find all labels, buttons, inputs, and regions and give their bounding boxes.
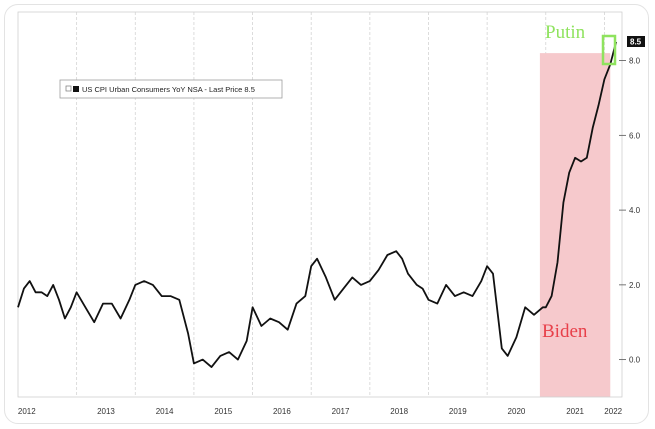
putin-highlight-box xyxy=(601,34,617,66)
plot-area-border xyxy=(17,11,623,398)
x-axis-ticks: 2012 2013 2014 2015 2016 2017 2018 2019 2020 2021… xyxy=(18,407,623,416)
last-price-marker: 8.5 xyxy=(627,36,645,47)
legend-box: US CPI Urban Consumers YoY NSA - Last Pr… xyxy=(59,79,283,99)
legend-swatch xyxy=(73,86,79,92)
x-tick-label: 2020 xyxy=(508,407,526,416)
last-price-value: 8.5 xyxy=(630,38,642,47)
y-tick-label: 8.0 xyxy=(629,57,641,66)
y-tick-label: 2.0 xyxy=(629,281,641,290)
last-price-badge xyxy=(627,36,645,47)
x-tick-label: 2014 xyxy=(156,407,174,416)
x-tick-label: 2019 xyxy=(449,407,467,416)
putin-annotation: Putin xyxy=(545,22,617,66)
biden-shaded-region xyxy=(539,53,611,397)
x-tick-label: 2018 xyxy=(390,407,408,416)
x-tick-label: 2015 xyxy=(214,407,232,416)
biden-label: Biden xyxy=(542,321,588,342)
legend-toggle-icon xyxy=(65,85,72,92)
y-tick-label: 4.0 xyxy=(629,206,641,215)
putin-label: Putin xyxy=(545,22,586,43)
cpi-series-line xyxy=(17,41,617,368)
x-tick-label: 2021 xyxy=(566,407,584,416)
y-axis-ticks: 0.0 2.0 4.0 6.0 8.0 xyxy=(619,57,641,365)
x-tick-label: 2013 xyxy=(97,407,115,416)
x-tick-label: 2012 xyxy=(18,407,36,416)
y-tick-label: 6.0 xyxy=(629,131,641,140)
x-tick-label: 2022 xyxy=(604,407,622,416)
x-tick-label: 2016 xyxy=(273,407,291,416)
x-tick-label: 2017 xyxy=(332,407,350,416)
legend-label: US CPI Urban Consumers YoY NSA - Last Pr… xyxy=(82,85,255,94)
vertical-gridlines xyxy=(76,12,605,397)
y-tick-label: 0.0 xyxy=(629,356,641,365)
